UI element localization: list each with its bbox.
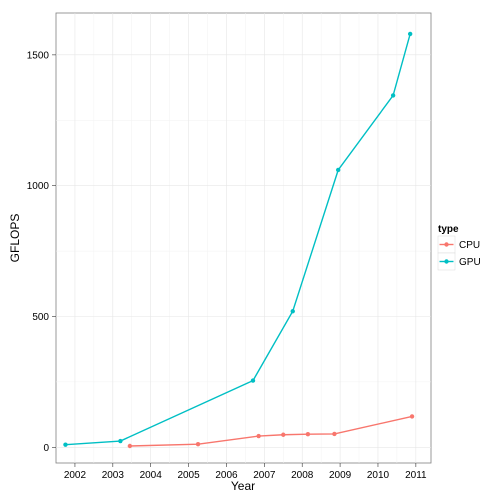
data-point-cpu [409,414,415,419]
x-tick-label: 2008 [291,470,314,481]
legend: type CPU GPU [437,224,481,271]
data-point-cpu [256,433,261,439]
legend-key-point-gpu [444,259,449,264]
y-tick-label: 500 [32,312,49,323]
x-axis: 2002 2003 2004 2005 2006 2007 2008 2009 2010 2011 [64,463,427,481]
data-point-cpu [127,443,133,449]
x-tick-label: 2003 [102,470,125,481]
legend-key-point-cpu [444,242,449,247]
x-tick-label: 2007 [253,470,276,481]
data-point-gpu [290,309,295,314]
x-axis-title: Year [231,479,255,493]
x-tick-label: 2002 [64,470,87,481]
x-tick-label: 2011 [405,470,427,481]
y-tick-label: 0 [43,443,49,454]
data-point-gpu [63,442,68,447]
y-axis-title: GFLOPS [8,214,22,263]
data-point-cpu [281,432,286,437]
legend-label-cpu: CPU [459,240,480,251]
data-point-cpu [332,431,337,437]
grid-major [56,13,431,463]
series-layer [63,31,415,449]
data-point-cpu [305,432,311,437]
data-point-cpu [195,441,201,447]
x-tick-label: 2004 [140,470,163,481]
data-point-gpu [250,378,256,383]
legend-label-gpu: GPU [459,257,481,268]
x-tick-label: 2005 [177,470,200,481]
data-point-gpu [118,438,123,444]
y-axis: 0 500 1000 1500 [27,50,56,454]
y-tick-label: 1000 [27,181,50,192]
plot-panel [55,12,432,464]
data-point-gpu [390,93,396,98]
x-tick-label: 2006 [215,470,238,481]
data-point-gpu [407,31,413,37]
data-point-gpu [335,167,341,173]
y-tick-label: 1500 [27,50,50,61]
legend-title: type [438,224,459,235]
grid-minor [56,13,431,463]
x-tick-label: 2009 [329,470,352,481]
x-tick-label: 2010 [367,470,390,481]
